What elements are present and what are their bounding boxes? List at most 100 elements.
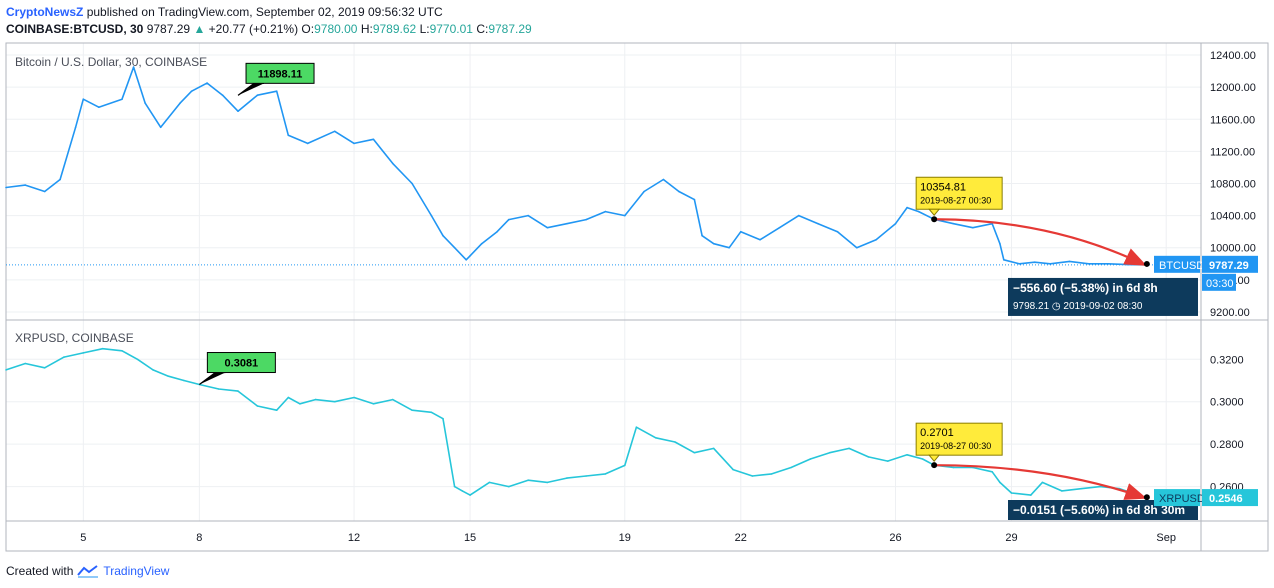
- data-point: [391, 162, 394, 165]
- data-point: [848, 447, 850, 450]
- y-tick-label: 9200.00: [1210, 307, 1250, 319]
- low-label: L:: [419, 22, 430, 36]
- y-tick-label: 10000.00: [1210, 243, 1256, 255]
- data-point: [999, 242, 1001, 245]
- data-point: [98, 106, 100, 108]
- measure-label: −0.0151 (−5.60%) in 6d 8h 30m: [1013, 503, 1185, 517]
- data-point: [442, 234, 444, 237]
- data-point: [411, 409, 413, 412]
- x-tick-label: 12: [348, 532, 360, 544]
- data-point: [643, 190, 645, 193]
- y-tick-label: 0.2800: [1210, 439, 1244, 451]
- data-point: [1088, 263, 1090, 265]
- data-point: [179, 102, 181, 104]
- data-point: [740, 230, 742, 233]
- data-point: [496, 230, 498, 233]
- close-label: C:: [476, 22, 489, 36]
- data-point: [217, 388, 220, 390]
- data-point: [546, 226, 549, 229]
- y-tick-label: 11200.00: [1210, 146, 1255, 158]
- data-point: [604, 473, 607, 475]
- price-axis-tag: [1202, 255, 1258, 273]
- measure-start-dot: [931, 216, 938, 223]
- callout-label: 10354.81: [920, 181, 966, 193]
- data-point: [136, 358, 139, 361]
- published-text: published on TradingView.com, September …: [86, 5, 443, 19]
- publisher-name[interactable]: CryptoNewsZ: [6, 5, 84, 19]
- callout-label: 0.2701: [920, 427, 954, 439]
- btc-pane-title: Bitcoin / U.S. Dollar, 30, COINBASE: [15, 55, 207, 69]
- y-tick-label: 0.3200: [1210, 354, 1244, 366]
- data-point: [732, 468, 734, 471]
- tradingview-link[interactable]: TradingView: [103, 564, 170, 578]
- btc-price-line: [5, 66, 1147, 266]
- data-point: [206, 82, 208, 84]
- data-point: [546, 481, 549, 484]
- data-point: [237, 110, 239, 112]
- data-point: [836, 230, 839, 233]
- data-point: [712, 242, 715, 245]
- data-point: [1049, 263, 1051, 265]
- callout-pointer: [928, 454, 941, 462]
- data-point: [1018, 263, 1020, 265]
- data-point: [183, 379, 185, 382]
- data-point: [809, 458, 812, 460]
- data-point: [828, 451, 831, 454]
- data-point: [480, 242, 483, 245]
- symbol-label: COINBASE:BTCUSD, 30: [6, 22, 144, 36]
- data-point: [585, 475, 587, 477]
- data-point: [159, 126, 162, 129]
- countdown-tag-label: 03:30: [1206, 278, 1234, 290]
- data-point: [875, 238, 877, 241]
- x-tick-label: 5: [80, 532, 86, 544]
- data-point: [1003, 259, 1005, 261]
- data-point: [1010, 492, 1013, 494]
- data-point: [886, 460, 889, 462]
- data-point: [453, 485, 456, 488]
- publish-header: CryptoNewsZ published on TradingView.com…: [6, 5, 443, 19]
- data-point: [287, 396, 290, 399]
- data-point: [1030, 494, 1032, 496]
- data-point: [1041, 481, 1044, 484]
- data-point: [624, 464, 626, 467]
- data-point: [82, 98, 85, 100]
- data-point: [856, 246, 858, 249]
- measure-arrow: [934, 464, 1148, 500]
- price-change: +20.77 (+0.21%): [208, 22, 299, 36]
- data-point: [867, 456, 870, 458]
- data-point: [333, 130, 336, 133]
- callout-label: 11898.11: [258, 68, 303, 80]
- data-point: [1033, 261, 1036, 264]
- data-point: [121, 98, 123, 100]
- data-point: [635, 426, 638, 429]
- data-point: [5, 369, 7, 371]
- data-point: [790, 466, 792, 469]
- callout-label: 0.3081: [225, 358, 259, 370]
- data-point: [488, 481, 491, 484]
- callout-sublabel: 2019-08-27 00:30: [920, 441, 991, 451]
- data-point: [701, 234, 703, 237]
- data-point: [237, 390, 239, 392]
- data-point: [1080, 487, 1082, 490]
- data-point: [972, 226, 974, 229]
- data-point: [167, 375, 170, 378]
- y-tick-label: 12400.00: [1210, 50, 1256, 62]
- measure-end-dot: [1143, 494, 1150, 501]
- data-point: [693, 198, 696, 201]
- data-point: [256, 405, 259, 407]
- data-point: [952, 466, 955, 469]
- data-point: [453, 246, 456, 249]
- data-point: [759, 238, 761, 241]
- xrp-price-line: [5, 347, 1148, 499]
- data-point: [566, 477, 568, 479]
- x-tick-label: 26: [889, 532, 901, 544]
- price-axis-tag-label: 0.2546: [1209, 493, 1243, 505]
- data-point: [566, 222, 568, 225]
- data-point: [430, 214, 433, 217]
- data-point: [1061, 490, 1063, 492]
- x-tick-label: 15: [464, 532, 476, 544]
- data-point: [101, 347, 104, 350]
- price-axis-tag: [1202, 489, 1258, 507]
- x-tick-label: 8: [196, 532, 202, 544]
